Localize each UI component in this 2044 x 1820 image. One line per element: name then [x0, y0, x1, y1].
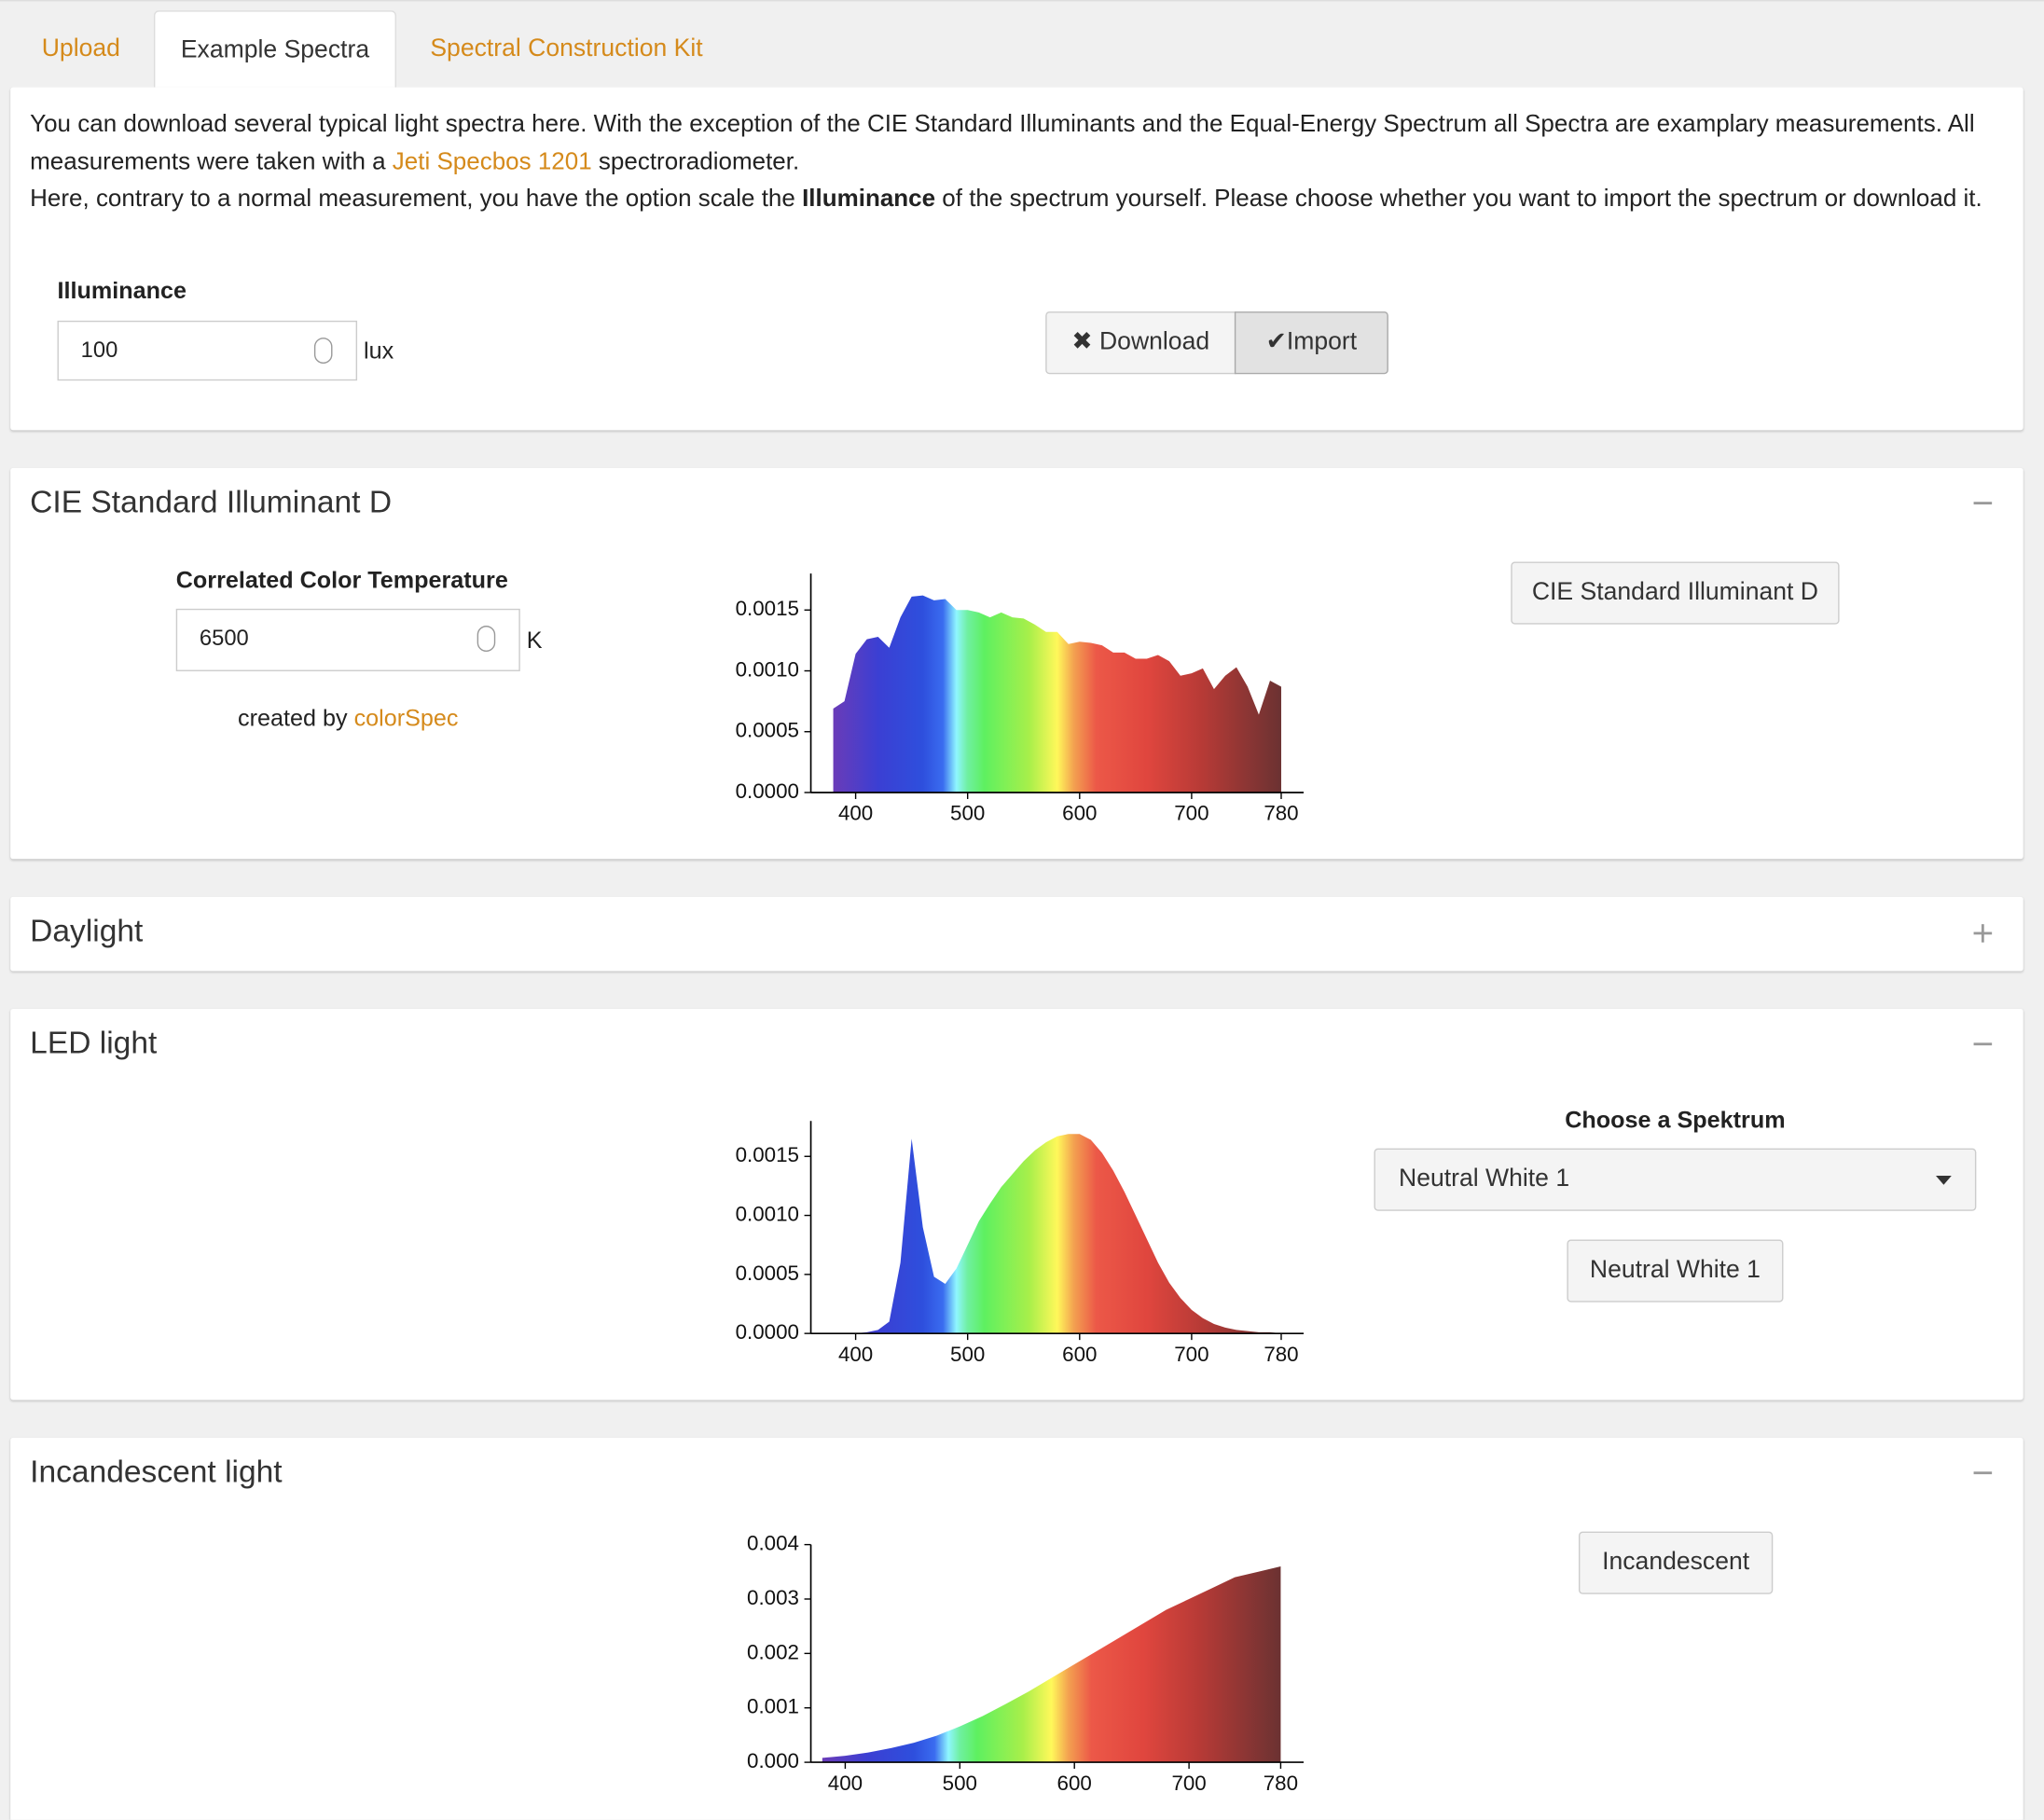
- bold-text: Illuminance: [802, 184, 936, 212]
- intro-text: You can download several typical light s…: [30, 105, 2005, 217]
- text: spectroradiometer.: [591, 146, 800, 174]
- expand-icon[interactable]: [1981, 924, 1984, 943]
- text: Here, contrary to a normal measurement, …: [30, 184, 803, 212]
- input-value: 100: [80, 338, 118, 363]
- panel-title: Daylight: [30, 913, 144, 949]
- panel-title: LED light: [30, 1026, 158, 1061]
- spinner[interactable]: [313, 338, 333, 365]
- button-label: Import: [1286, 328, 1358, 356]
- tab[interactable]: Spectral Construction Kit: [430, 34, 703, 63]
- panel-title: CIE Standard Illuminant D: [30, 485, 393, 520]
- top-border: [0, 0, 2044, 2]
- select-value: Neutral White 1: [1399, 1165, 1570, 1193]
- unit: lux: [364, 338, 394, 365]
- button[interactable]: Incandescent: [1578, 1531, 1774, 1594]
- tab[interactable]: Upload: [41, 34, 120, 63]
- button-label: Download: [1098, 328, 1210, 356]
- panel-title: Incandescent light: [30, 1455, 283, 1490]
- text: You can download several typical light s…: [30, 109, 1975, 174]
- panel: CIE Standard Illuminant D Correlated Col…: [10, 467, 2023, 860]
- intro-panel: You can download several typical light s…: [10, 87, 2023, 431]
- caret: [1936, 1175, 1952, 1185]
- input-label: Illuminance: [57, 277, 186, 304]
- input-value: 6500: [199, 626, 249, 651]
- button[interactable]: CIE Standard Illuminant D: [1511, 561, 1840, 625]
- panel: Incandescent light Incandescent: [10, 1437, 2023, 1820]
- credit: created by colorSpec: [176, 705, 520, 732]
- unit: K: [526, 627, 543, 654]
- select[interactable]: Neutral White 1: [1374, 1148, 1977, 1211]
- collapse-icon[interactable]: [1973, 502, 1993, 505]
- select-label: Choose a Spektrum: [1565, 1106, 1786, 1133]
- import-button[interactable]: ✔Import: [1234, 311, 1388, 375]
- number-input[interactable]: 100: [57, 320, 358, 381]
- text: created by: [238, 705, 348, 732]
- input-label: Correlated Color Temperature: [175, 567, 508, 594]
- panel: Daylight: [10, 896, 2023, 972]
- collapse-icon[interactable]: [1973, 1471, 1993, 1475]
- spinner[interactable]: [476, 626, 496, 652]
- link[interactable]: Jeti Specbos 1201: [392, 146, 592, 174]
- panel: LED light Choose a Spektrum Neutral Whit…: [10, 1009, 2023, 1400]
- download-button[interactable]: ✖ Download: [1045, 311, 1236, 375]
- number-input[interactable]: 6500: [175, 608, 520, 671]
- button[interactable]: Neutral White 1: [1567, 1239, 1784, 1303]
- link[interactable]: colorSpec: [353, 705, 459, 732]
- text: of the spectrum yourself. Please choose …: [935, 184, 1982, 212]
- tab-active[interactable]: Example Spectra: [153, 10, 396, 88]
- collapse-icon[interactable]: [1973, 1042, 1993, 1046]
